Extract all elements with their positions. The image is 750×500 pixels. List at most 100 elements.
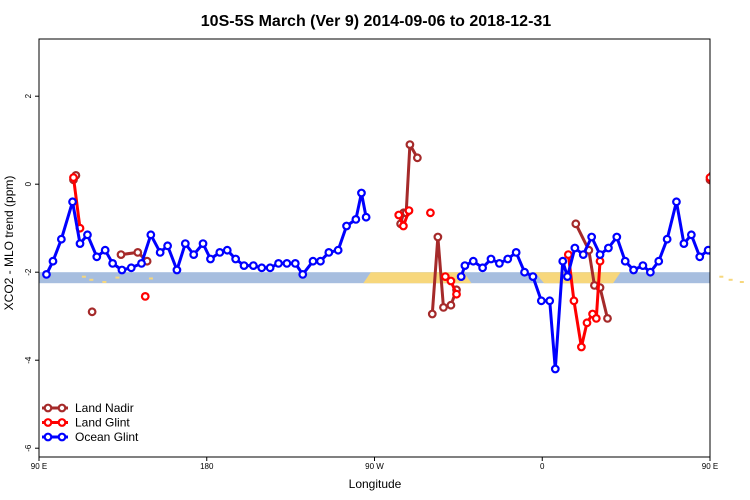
ocean-glint-point (672, 197, 681, 207)
ocean-glint-point (686, 230, 696, 240)
ocean-glint-point (146, 230, 156, 240)
ocean-glint-point (357, 188, 366, 198)
legend-item-land-glint: Land Glint (42, 416, 130, 430)
land-glint-point (426, 208, 435, 218)
y-tick-label: -6 (24, 444, 33, 452)
land-nadir-point (405, 140, 415, 150)
x-tick-label: 90 E (31, 462, 47, 471)
ocean-glint-point (257, 263, 267, 273)
island-mark (89, 278, 94, 281)
land-nadir-point (446, 300, 456, 310)
ocean-glint-point (239, 261, 249, 271)
land-nadir-point (439, 303, 448, 312)
island-mark (739, 281, 744, 283)
land-band (534, 272, 621, 284)
land-glint-point (440, 272, 450, 282)
land-nadir-point (603, 314, 612, 323)
land-glint-point (713, 225, 720, 232)
land-nadir-point (571, 219, 581, 229)
ocean-glint-point (222, 245, 232, 255)
y-tick-label: 2 (24, 93, 33, 98)
ocean-glint-point (75, 239, 85, 249)
ocean-glint-point (612, 232, 622, 242)
land-glint-point (582, 318, 592, 328)
ocean-glint-point (231, 254, 241, 264)
ocean-glint-point (155, 247, 165, 257)
ocean-glint-point (679, 239, 689, 249)
ocean-glint-point (595, 250, 605, 260)
land-nadir-point (412, 153, 422, 163)
ocean-glint-point (587, 232, 597, 242)
ocean-glint-point (638, 261, 648, 271)
land-glint-point (705, 173, 710, 182)
series-land-glint (69, 173, 720, 352)
ocean-glint-point (494, 259, 504, 268)
ocean-glint-point (536, 296, 546, 306)
chart-title: 10S-5S March (Ver 9) 2014-09-06 to 2018-… (201, 13, 552, 30)
ocean-glint-point (468, 256, 478, 266)
land-nadir-point (116, 250, 126, 260)
ocean-glint-point (503, 254, 513, 264)
land-glint-point (394, 210, 404, 220)
island-mark (115, 276, 120, 279)
ocean-glint-point (56, 234, 66, 244)
land-glint-point (563, 250, 573, 260)
legend-label: Ocean Glint (75, 430, 139, 444)
land-nadir-point (87, 307, 97, 317)
ocean-glint-point (100, 245, 110, 255)
ocean-glint-point (722, 267, 729, 274)
ocean-glint-point (48, 256, 58, 266)
ocean-glint-point (456, 272, 466, 282)
ocean-glint-point (342, 221, 351, 231)
land-glint-point (452, 289, 461, 299)
island-mark (102, 281, 107, 283)
ocean-glint-point (298, 270, 308, 279)
ocean-glint-point (248, 261, 258, 271)
land-nadir-point (433, 232, 443, 242)
land-glint-point (591, 314, 601, 323)
ocean-glint-point (189, 250, 199, 260)
ocean-glint-point (361, 212, 371, 222)
legend-label: Land Glint (75, 416, 130, 430)
ocean-glint-point (703, 245, 710, 255)
land-glint-line (708, 177, 710, 190)
ocean-glint-point (604, 243, 613, 253)
land-glint-point (69, 173, 78, 183)
ocean-glint-point (180, 239, 190, 249)
land-nadir-point (725, 309, 732, 316)
ocean-glint-point (333, 245, 343, 255)
ocean-glint-line (459, 200, 710, 371)
legend-swatch-point (57, 432, 67, 442)
ocean-glint-point (274, 259, 283, 268)
legend-item-ocean-glint: Ocean Glint (42, 430, 139, 444)
ocean-glint-point (654, 256, 664, 266)
ocean-glint-point (713, 260, 720, 267)
legend-swatch-point (57, 403, 67, 413)
ocean-glint-point (198, 239, 208, 249)
series-land-nadir (69, 140, 732, 323)
x-tick-label: 90 E (702, 462, 718, 471)
ocean-glint-point (629, 265, 638, 275)
ocean-glint-point (108, 259, 118, 268)
land-ocean-strip (39, 272, 744, 284)
ocean-glint-point (206, 254, 215, 264)
ocean-glint-point (620, 256, 630, 266)
ocean-glint-point (578, 250, 588, 260)
x-axis-ticks: 90 E 180 90 W 0 90 E (31, 457, 718, 471)
land-glint-point (576, 342, 586, 352)
ocean-glint-point (351, 214, 361, 224)
ocean-glint-point (563, 272, 572, 282)
ocean-glint-point (68, 197, 77, 207)
ocean-glint-point (265, 263, 275, 273)
land-nadir-point (133, 247, 143, 257)
ocean-glint-point (117, 265, 127, 275)
ocean-glint-point (290, 259, 300, 268)
ocean-glint-point (478, 263, 488, 273)
x-tick-label: 0 (540, 462, 545, 471)
land-glint-point (446, 276, 456, 286)
ocean-glint-point (545, 296, 555, 306)
legend-swatch-point (43, 403, 53, 413)
ocean-glint-point (558, 256, 568, 266)
